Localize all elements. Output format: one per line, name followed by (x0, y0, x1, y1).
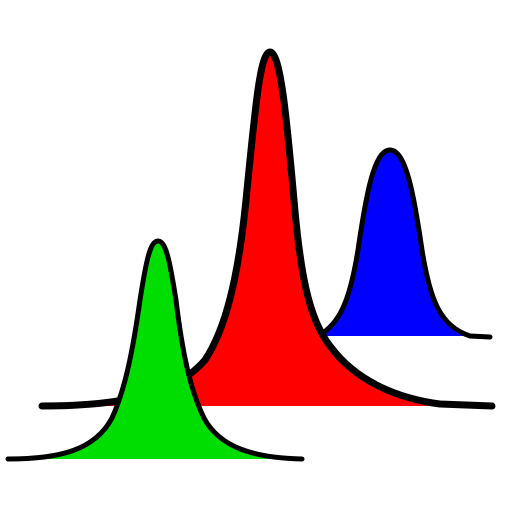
green-peak-fill (8, 241, 302, 459)
blue-peak-outline (315, 147, 493, 340)
blue-peak-fill (318, 150, 470, 336)
red-peak-outline (38, 48, 496, 410)
green-peak (5, 238, 305, 462)
green-peak-outline (5, 238, 305, 462)
red-peak-fill (42, 52, 440, 406)
blue-peak (315, 147, 493, 340)
red-peak (38, 48, 496, 410)
